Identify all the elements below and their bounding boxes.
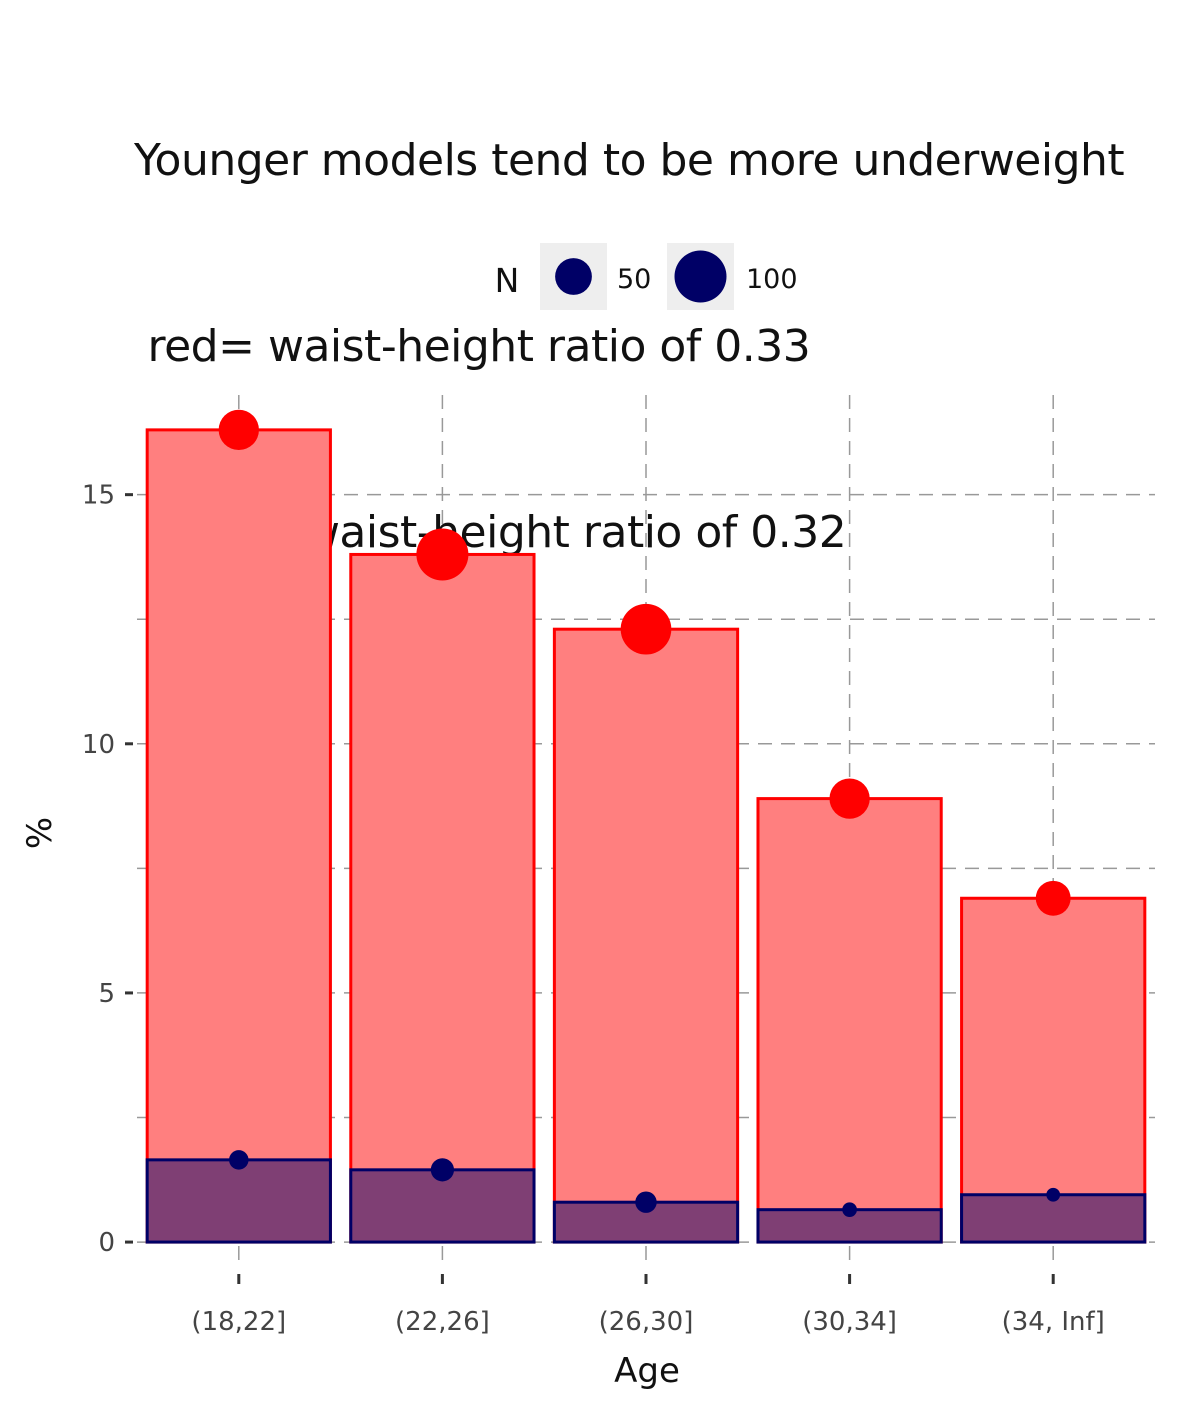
x-tick-label: (34, Inf] [1002, 1307, 1105, 1337]
point-red [829, 778, 870, 819]
title-line-2: red= waist-height ratio of 0.33 [134, 321, 811, 372]
y-tick-label: 10 [82, 730, 115, 760]
point-red [620, 603, 672, 655]
y-tick-label: 0 [98, 1228, 115, 1258]
point-blue [1046, 1187, 1061, 1202]
y-tick-label: 15 [82, 481, 115, 511]
legend-label: 50 [617, 264, 651, 295]
x-tick-label: (22,26] [395, 1307, 490, 1337]
bar-red [552, 627, 740, 1244]
bar-red [145, 428, 332, 1244]
legend-label: 100 [746, 264, 798, 295]
point-blue [229, 1150, 249, 1170]
y-tick-label: 5 [98, 979, 115, 1009]
y-axis-title: % [20, 817, 60, 849]
x-tick-label: (18,22] [191, 1307, 286, 1337]
legend: N 50 100 [495, 243, 798, 310]
bar-blue [960, 1193, 1147, 1244]
legend-key-circle [555, 258, 592, 295]
x-tick-label: (26,30] [599, 1307, 694, 1337]
legend-title: N [495, 261, 520, 300]
bar-red [349, 552, 536, 1244]
bar-red [960, 896, 1147, 1244]
point-red [416, 528, 469, 581]
point-red [218, 409, 259, 451]
bars [145, 428, 1147, 1244]
x-axis-title: Age [614, 1351, 680, 1391]
point-red [1035, 880, 1071, 916]
axes: 0 5 10 15 (18,22] (22,26] (26,30] (30,34] (34, I… [82, 481, 1105, 1337]
x-tick-label: (30,34] [802, 1307, 897, 1337]
title-line-1: Younger models tend to be more underweig… [134, 135, 1125, 186]
point-blue [842, 1202, 857, 1218]
point-blue [635, 1191, 657, 1213]
points [218, 409, 1071, 1218]
bar-red [756, 797, 943, 1244]
point-blue [430, 1158, 455, 1182]
bar-blue [145, 1158, 332, 1244]
legend-key-circle [674, 250, 727, 303]
